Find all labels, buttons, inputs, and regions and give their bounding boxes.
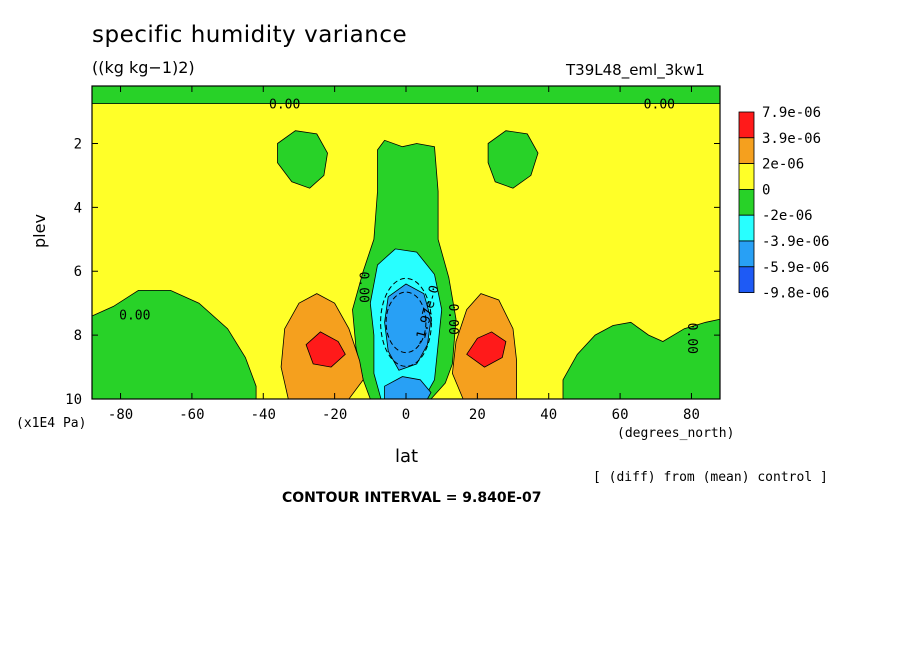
x-tick-label--60: -60 xyxy=(179,407,204,423)
negative-contour-0 xyxy=(385,291,427,354)
x-axis-label: lat xyxy=(395,446,419,467)
colorbar-label-1: 3.9e-06 xyxy=(762,131,821,147)
region-upper-left-green-blob xyxy=(277,130,328,189)
contour-label-0: 0.00 xyxy=(269,98,300,113)
region-right-red-core xyxy=(466,331,507,368)
x-tick-label-0: 0 xyxy=(402,407,410,423)
colorbar-box-2 xyxy=(738,163,755,190)
colorbar-box-6 xyxy=(738,266,755,293)
x-tick-label-80: 80 xyxy=(683,407,700,423)
contour-label-1: 0.00 xyxy=(644,98,675,113)
run-name: T39L48_eml_3kw1 xyxy=(566,61,705,79)
y-tick-label-8: 8 xyxy=(74,328,82,344)
colorbar-label-3: 0 xyxy=(762,182,770,198)
x-tick-label--20: -20 xyxy=(322,407,347,423)
y-axis-unit: (x1E4 Pa) xyxy=(16,416,87,431)
colorbar: 7.9e-06 3.9e-06 2e-06 0 -2e-06 -3.9e-06 -5.9e-… xyxy=(738,105,829,302)
contour-label-4: 0.00 xyxy=(445,303,460,334)
y-tick-label-2: 2 xyxy=(74,136,82,152)
y-tick-label-4: 4 xyxy=(74,200,82,216)
colorbar-box-0 xyxy=(738,111,755,139)
x-axis-unit: (degrees_north) xyxy=(617,426,735,441)
contour-interval: CONTOUR INTERVAL = 9.840E-07 xyxy=(282,490,542,506)
colorbar-box-3 xyxy=(738,188,755,216)
colorbar-label-2: 2e-06 xyxy=(762,157,804,173)
colorbar-box-4 xyxy=(738,214,755,242)
colorbar-box-5 xyxy=(738,240,755,268)
region-upper-right-green-blob xyxy=(487,130,539,189)
colorbar-box-1 xyxy=(738,137,755,165)
colorbar-label-0: 7.9e-06 xyxy=(762,105,821,121)
contour-label-6: 0.00 xyxy=(684,323,699,354)
region-left-red-core xyxy=(305,331,346,368)
x-tick-label-20: 20 xyxy=(469,407,486,423)
chart-title: specific humidity variance xyxy=(92,22,408,48)
x-tick-label--40: -40 xyxy=(251,407,276,423)
contour-label-3: 0.00 xyxy=(356,272,371,303)
colorbar-label-4: -2e-06 xyxy=(762,208,813,224)
y-tick-label-6: 6 xyxy=(74,264,82,280)
colorbar-label-6: -5.9e-06 xyxy=(762,260,829,276)
x-tick-label--80: -80 xyxy=(108,407,133,423)
x-tick-label-40: 40 xyxy=(540,407,557,423)
colorbar-label-5: -3.9e-06 xyxy=(762,234,829,250)
contour-label-2: 0.00 xyxy=(119,308,150,323)
axis-layer: -80 -60 -40 -20 0 20 40 60 80 2 4 6 8 10 xyxy=(65,85,721,423)
x-tick-label-60: 60 xyxy=(612,407,629,423)
chart-units: ((kg kg−1)2) xyxy=(92,58,195,77)
colorbar-label-7: -9.8e-06 xyxy=(762,286,829,302)
y-tick-label-10: 10 xyxy=(65,392,82,408)
contour-fill-layer: 0.00 0.000.000.000.00-1.97e-0 0.00 xyxy=(91,85,721,400)
diff-note: [ (diff) from (mean) control ] xyxy=(593,470,828,485)
negative-contour-1 xyxy=(380,277,432,367)
